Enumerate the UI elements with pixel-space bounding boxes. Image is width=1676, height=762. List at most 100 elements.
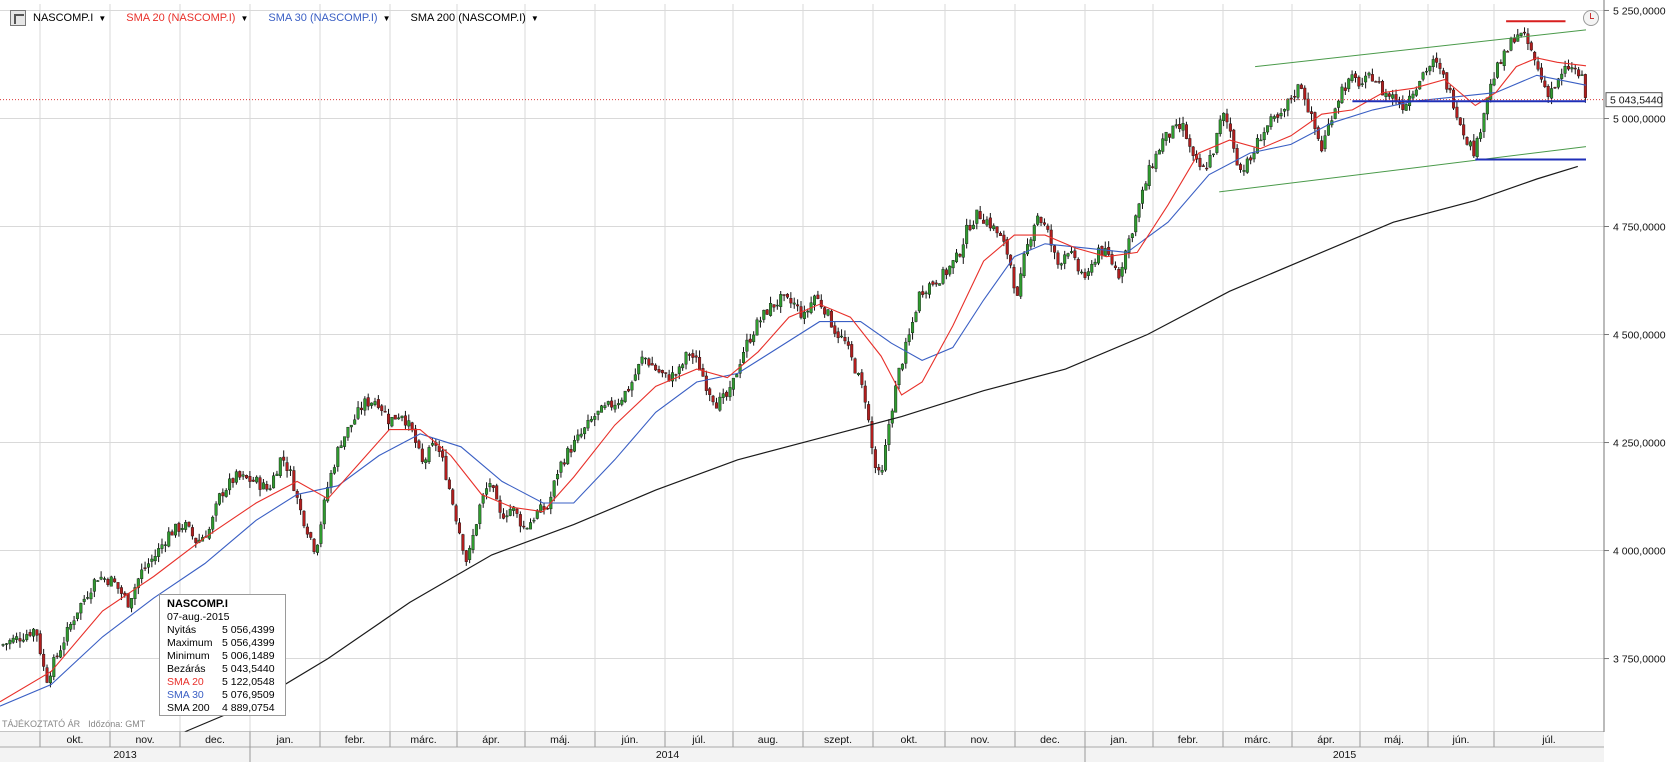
candle-body [704,375,708,391]
last-price-label: 5 043,5440 [1610,95,1663,107]
candle-body [637,364,641,375]
legend-series-sma30[interactable]: SMA 30 (NASCOMP.I) ▼ [268,12,390,24]
candle-body [914,312,918,322]
candle-body [278,457,282,476]
candle-body [1147,165,1151,186]
candle-body [1577,69,1581,77]
y-tick-label: 4 500,0000 [1613,330,1666,342]
candle-body [1036,215,1040,225]
candle-body [116,582,120,589]
info-row: Bezárás 5 043,5440 [167,663,285,676]
candle-body [1029,239,1033,247]
candle-body [813,295,817,306]
candle-body [288,469,292,471]
candle-body [123,592,127,596]
candle-body [525,527,529,530]
candle-body [305,526,309,535]
candle-body [806,310,810,313]
x-tick-label: máj. [1384,734,1404,746]
candle-body [1137,203,1141,218]
candle-body [1353,73,1357,79]
info-row: Minimum 5 006,1489 [167,650,285,663]
candle-body [708,388,712,395]
candle-body [728,387,732,398]
y-tick-label: 4 000,0000 [1613,546,1666,558]
candle-body [748,338,752,343]
candle-body [417,440,421,449]
candle-body [660,370,664,374]
candle-body [944,269,948,276]
candle-body [1293,96,1297,98]
candle-body [512,506,516,511]
candle-body [1042,222,1046,225]
candle-body [393,414,397,420]
candle-body [1343,87,1347,91]
candle-body [35,629,39,636]
candle-body [106,578,110,585]
candle-body [214,503,218,516]
candle-body [657,369,661,373]
candle-body [1340,86,1344,103]
candle-body [1570,67,1574,70]
dropdown-arrow-icon: ▼ [98,14,107,23]
candle-body [681,364,685,369]
candle-body [616,403,620,406]
candle-body [261,482,265,490]
candle-body [353,419,357,425]
candle-body [390,417,394,427]
candle-body [819,299,823,308]
candle-body [1411,93,1415,99]
candle-body [904,341,908,364]
candle-body [769,303,773,316]
candle-body [566,448,570,465]
info-label: SMA 20 [167,676,204,688]
info-value: 5 076,9509 [222,689,275,701]
x-tick-label: febr. [1178,734,1198,746]
candle-body [1012,267,1016,289]
candle-body [1266,125,1270,133]
candle-body [1228,123,1232,132]
candle-body [387,413,391,425]
candle-body [1387,93,1391,97]
candle-body [802,311,806,319]
clock-icon[interactable] [1583,10,1599,26]
legend-series-sma20[interactable]: SMA 20 (NASCOMP.I) ▼ [126,12,248,24]
legend-series-price[interactable]: NASCOMP.I ▼ [33,12,106,24]
candle-body [1134,215,1138,233]
candle-body [1529,42,1533,51]
candle-body [1310,111,1314,114]
x-tick-label: jún. [621,734,639,746]
candle-body [180,527,184,530]
candle-body [850,344,854,358]
candle-body [285,462,289,471]
x-tick-label: okt. [67,734,84,746]
candle-body [1110,254,1114,265]
candle-body [779,294,783,307]
candle-body [982,219,986,224]
candle-body [177,523,181,532]
candle-body [1506,51,1510,53]
candle-body [890,410,894,424]
candle-body [1580,74,1584,76]
candle-body [843,337,847,342]
x-tick-label: ápr. [1317,734,1335,746]
candle-body [1140,189,1144,204]
candle-body [1512,38,1516,43]
footer-note: TÁJÉKOZTATÓ ÁR Időzóna: GMT [2,719,153,729]
candle-body [221,492,225,497]
chart-settings-icon[interactable] [10,10,26,26]
candle-body [742,352,746,363]
candle-body [1479,132,1483,139]
candle-body [606,401,610,405]
candle-body [535,510,539,519]
candle-body [1370,74,1374,82]
candle-body [691,353,695,358]
candle-body [846,341,850,346]
legend-series-sma200[interactable]: SMA 200 (NASCOMP.I) ▼ [411,12,539,24]
candle-body [633,374,637,381]
candle-body [474,524,478,536]
candle-body [407,420,411,427]
candle-body [1269,116,1273,127]
dropdown-arrow-icon: ▼ [240,14,249,23]
candle-body [18,638,22,642]
